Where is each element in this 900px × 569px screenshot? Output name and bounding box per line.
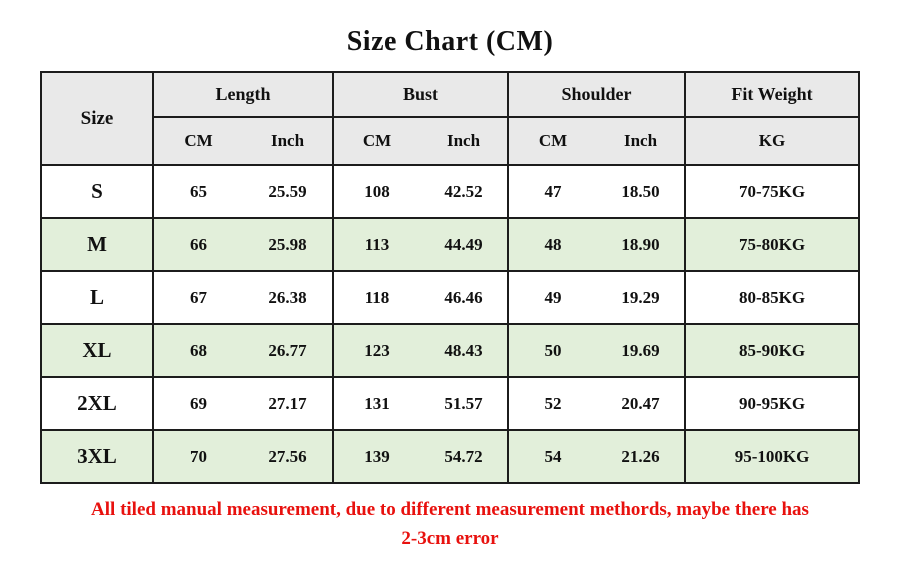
unit-header-bust-inch: Inch	[420, 116, 509, 166]
size-label: XL	[40, 323, 153, 378]
shoulder-inch-value: 20.47	[597, 376, 686, 431]
bust-cm-value: 131	[332, 376, 420, 431]
table-row-l: L 67 26.38 118 46.46 49 19.29 80-85KG	[40, 270, 860, 325]
fit-weight-value: 95-100KG	[684, 429, 860, 484]
bust-cm-value: 139	[332, 429, 420, 484]
table-row-s: S 65 25.59 108 42.52 47 18.50 70-75KG	[40, 164, 860, 219]
disclaimer-line-2: 2-3cm error	[401, 528, 499, 549]
unit-header-shoulder-inch: Inch	[597, 116, 686, 166]
length-cm-value: 70	[151, 429, 243, 484]
shoulder-inch-value: 18.50	[597, 164, 686, 219]
shoulder-cm-value: 54	[507, 429, 598, 484]
column-header-bust: Bust	[331, 71, 509, 118]
length-inch-value: 26.38	[242, 270, 333, 325]
length-inch-value: 27.17	[242, 376, 333, 431]
bust-inch-value: 46.46	[420, 270, 509, 325]
length-cm-value: 66	[151, 217, 243, 272]
column-header-fit-weight: Fit Weight	[684, 71, 860, 118]
disclaimer-line-1: All tiled manual measurement, due to dif…	[91, 499, 809, 520]
shoulder-inch-value: 19.69	[597, 323, 686, 378]
length-cm-value: 67	[151, 270, 243, 325]
length-inch-value: 26.77	[242, 323, 333, 378]
unit-header-length-cm: CM	[151, 116, 243, 166]
size-label: 2XL	[40, 376, 153, 431]
page-title: Size Chart (CM)	[346, 26, 554, 57]
unit-header-kg: KG	[684, 116, 860, 166]
length-cm-value: 65	[151, 164, 243, 219]
size-label: S	[40, 164, 153, 219]
shoulder-cm-value: 49	[507, 270, 598, 325]
shoulder-cm-value: 52	[507, 376, 598, 431]
bust-inch-value: 54.72	[420, 429, 509, 484]
header-row-groups: Size Length Bust Shoulder Fit Weight	[40, 71, 860, 166]
column-header-length: Length	[151, 71, 333, 118]
column-header-shoulder: Shoulder	[507, 71, 686, 118]
fit-weight-value: 80-85KG	[684, 270, 860, 325]
bust-inch-value: 44.49	[420, 217, 509, 272]
fit-weight-value: 70-75KG	[684, 164, 860, 219]
unit-header-length-inch: Inch	[242, 116, 333, 166]
size-chart-table: Size Length Bust Shoulder Fit Weight CM …	[39, 71, 861, 484]
shoulder-cm-value: 47	[507, 164, 598, 219]
length-cm-value: 69	[151, 376, 243, 431]
table-row-2xl: 2XL 69 27.17 131 51.57 52 20.47 90-95KG	[40, 376, 860, 431]
length-inch-value: 25.98	[242, 217, 333, 272]
bust-inch-value: 48.43	[420, 323, 509, 378]
length-inch-value: 27.56	[242, 429, 333, 484]
shoulder-inch-value: 21.26	[597, 429, 686, 484]
fit-weight-value: 85-90KG	[684, 323, 860, 378]
unit-header-shoulder-cm: CM	[507, 116, 598, 166]
bust-cm-value: 123	[332, 323, 420, 378]
size-label: L	[40, 270, 153, 325]
size-label: M	[40, 217, 153, 272]
unit-header-bust-cm: CM	[332, 116, 420, 166]
shoulder-cm-value: 48	[507, 217, 598, 272]
shoulder-inch-value: 19.29	[597, 270, 686, 325]
bust-cm-value: 108	[332, 164, 420, 219]
measurement-disclaimer: All tiled manual measurement, due to dif…	[0, 495, 900, 553]
shoulder-inch-value: 18.90	[597, 217, 686, 272]
header-row-units: CM Inch CM Inch CM Inch KG	[41, 116, 860, 166]
fit-weight-value: 90-95KG	[684, 376, 860, 431]
length-cm-value: 68	[151, 323, 243, 378]
table-row-m: M 66 25.98 113 44.49 48 18.90 75-80KG	[40, 217, 860, 272]
table-row-xl: XL 68 26.77 123 48.43 50 19.69 85-90KG	[40, 323, 860, 378]
length-inch-value: 25.59	[242, 164, 333, 219]
bust-cm-value: 118	[332, 270, 420, 325]
bust-inch-value: 51.57	[420, 376, 509, 431]
bust-cm-value: 113	[332, 217, 420, 272]
bust-inch-value: 42.52	[420, 164, 509, 219]
table-row-3xl: 3XL 70 27.56 139 54.72 54 21.26 95-100KG	[40, 429, 860, 484]
shoulder-cm-value: 50	[507, 323, 598, 378]
column-header-size: Size	[40, 71, 153, 166]
fit-weight-value: 75-80KG	[684, 217, 860, 272]
size-label: 3XL	[40, 429, 153, 484]
